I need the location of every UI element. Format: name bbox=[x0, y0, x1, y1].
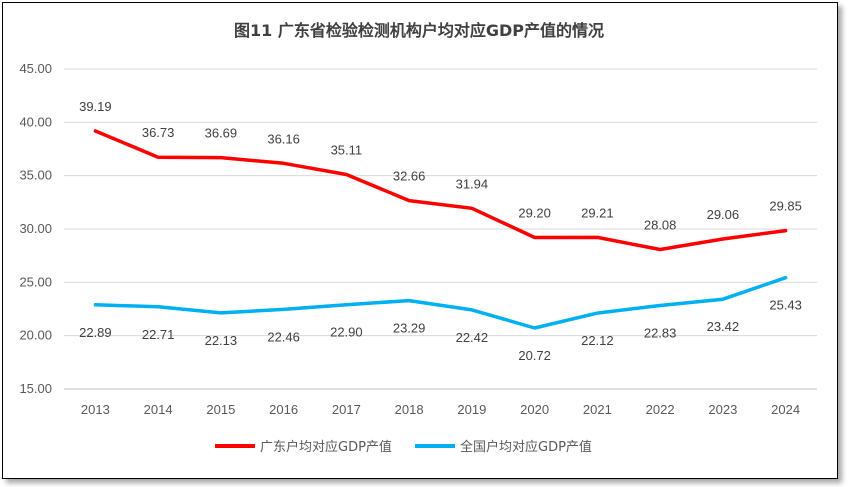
x-tick-label: 2015 bbox=[206, 402, 235, 417]
x-tick-label: 2014 bbox=[144, 402, 173, 417]
data-label: 36.73 bbox=[142, 125, 175, 140]
x-axis: 2013 2014 2015 2016 2017 2018 2019 2020 2021 2022… bbox=[81, 402, 800, 417]
y-tick-label: 30.00 bbox=[19, 221, 52, 236]
data-label: 22.46 bbox=[267, 329, 300, 344]
data-label: 35.11 bbox=[331, 142, 363, 157]
series-line-2 bbox=[93, 275, 788, 330]
data-label: 22.42 bbox=[456, 330, 489, 345]
data-label: 22.71 bbox=[142, 327, 175, 342]
data-label: 39.19 bbox=[79, 99, 112, 114]
data-label: 20.72 bbox=[518, 348, 551, 363]
data-label: 29.21 bbox=[581, 205, 614, 220]
y-tick-label: 20.00 bbox=[19, 328, 52, 343]
x-tick-label: 2021 bbox=[583, 402, 612, 417]
series-group bbox=[93, 129, 788, 330]
data-label: 22.90 bbox=[330, 325, 363, 340]
y-tick-label: 45.00 bbox=[19, 61, 52, 76]
data-label: 29.06 bbox=[707, 207, 740, 222]
y-tick-label: 15.00 bbox=[19, 381, 52, 396]
x-tick-label: 2016 bbox=[269, 402, 298, 417]
data-label: 32.66 bbox=[393, 169, 426, 184]
data-label: 29.85 bbox=[769, 199, 802, 214]
x-tick-label: 2022 bbox=[646, 402, 675, 417]
x-tick-label: 2013 bbox=[81, 402, 110, 417]
legend: 广东户均对应GDP产值 全国户均对应GDP产值 bbox=[215, 439, 592, 455]
x-tick-label: 2020 bbox=[520, 402, 549, 417]
data-label: 31.94 bbox=[456, 176, 489, 191]
y-tick-label: 25.00 bbox=[19, 274, 52, 289]
data-label: 22.83 bbox=[644, 325, 677, 340]
y-axis: 15.00 20.00 25.00 30.00 35.00 40.00 45.00 bbox=[19, 61, 52, 396]
y-tick-label: 40.00 bbox=[19, 114, 52, 129]
x-tick-label: 2017 bbox=[332, 402, 361, 417]
legend-label: 广东户均对应GDP产值 bbox=[260, 439, 392, 455]
x-tick-label: 2023 bbox=[708, 402, 737, 417]
data-label: 36.16 bbox=[267, 131, 300, 146]
y-tick-label: 35.00 bbox=[19, 168, 52, 183]
chart-title: 图11 广东省检验检测机构户均对应GDP产值的情况 bbox=[234, 21, 604, 40]
data-label: 36.69 bbox=[205, 126, 238, 141]
gridlines bbox=[64, 68, 817, 390]
chart-frame bbox=[2, 2, 838, 479]
series-line-1 bbox=[93, 129, 788, 252]
data-labels: 39.19 36.73 36.69 36.16 35.11 32.66 31.94 29.20… bbox=[79, 99, 802, 363]
data-label: 22.12 bbox=[581, 333, 614, 348]
data-label: 29.20 bbox=[518, 206, 551, 221]
legend-label: 全国户均对应GDP产值 bbox=[460, 439, 592, 455]
data-label: 25.43 bbox=[769, 298, 802, 313]
x-tick-label: 2024 bbox=[771, 402, 800, 417]
data-label: 28.08 bbox=[644, 217, 677, 232]
data-label: 22.13 bbox=[205, 333, 238, 348]
data-label: 23.42 bbox=[707, 319, 740, 334]
x-tick-label: 2018 bbox=[395, 402, 424, 417]
x-tick-label: 2019 bbox=[457, 402, 486, 417]
data-label: 23.29 bbox=[393, 321, 426, 336]
data-label: 22.89 bbox=[79, 325, 112, 340]
